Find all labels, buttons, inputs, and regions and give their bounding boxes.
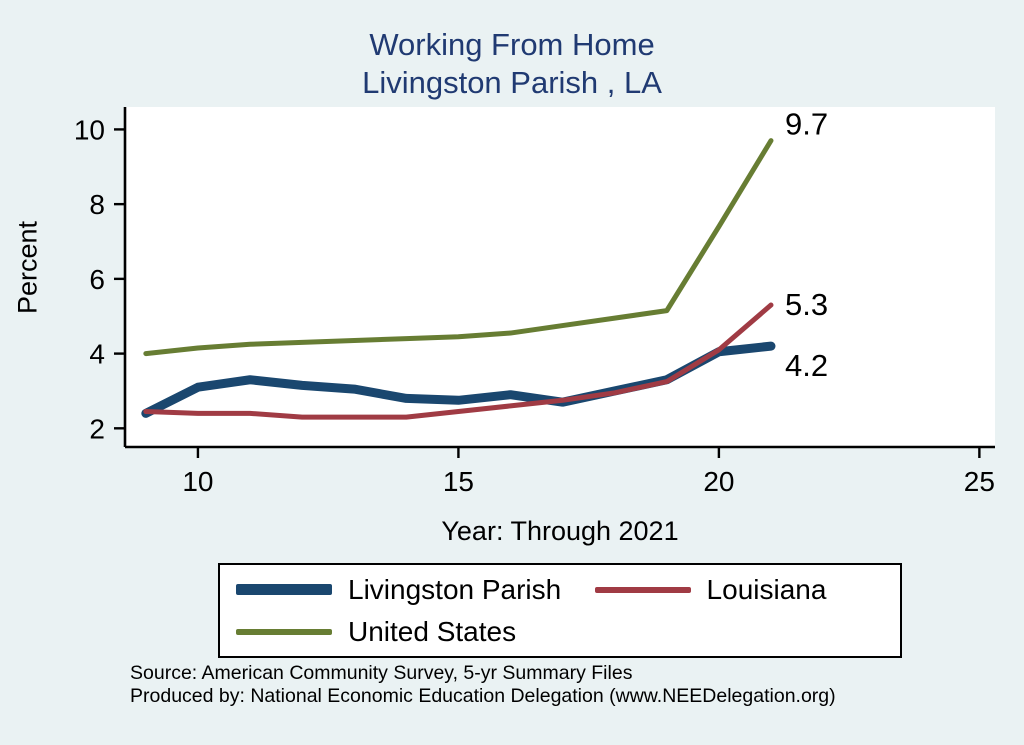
- legend-swatch-parish: [236, 584, 332, 595]
- y-tick-label: 2: [89, 413, 105, 444]
- legend-item-louisiana: Louisiana: [594, 573, 900, 606]
- x-tick-label: 15: [443, 466, 474, 497]
- x-tick-label: 10: [182, 466, 213, 497]
- y-tick-label: 8: [89, 189, 105, 220]
- end-value-label-parish: 4.2: [785, 348, 828, 383]
- legend-item-parish: Livingston Parish: [236, 574, 595, 606]
- legend-swatch-us: [236, 628, 332, 635]
- legend-label-us: United States: [348, 615, 517, 647]
- series-line-us: [143, 138, 774, 357]
- x-axis-caption: Year: Through 2021: [441, 516, 679, 546]
- chart-title: Working From Home Livingston Parish , LA: [0, 26, 1024, 102]
- x-tick-label: 25: [964, 466, 995, 497]
- legend-item-us: United States: [236, 616, 595, 648]
- chart-legend: Livingston Parish Louisiana United States: [218, 563, 902, 658]
- footer-notes: Source: American Community Survey, 5-yr …: [130, 662, 836, 709]
- legend-swatch-louisiana: [594, 586, 691, 593]
- x-tick-label: 20: [703, 466, 734, 497]
- source-line: Source: American Community Survey, 5-yr …: [130, 662, 633, 684]
- end-value-label-us: 9.7: [785, 107, 828, 142]
- y-tick-label: 4: [89, 339, 105, 370]
- plot-background: [125, 107, 995, 447]
- series-line-louisiana: [143, 302, 774, 420]
- produced-by-line: Produced by: National Economic Education…: [130, 685, 836, 708]
- y-tick-label: 10: [74, 114, 105, 145]
- y-tick-label: 6: [89, 264, 105, 295]
- chart-title-line1: Working From Home: [369, 27, 655, 62]
- legend-label-louisiana: Louisiana: [706, 573, 827, 605]
- legend-label-parish: Livingston Parish: [348, 573, 562, 605]
- chart-title-line2: Livingston Parish , LA: [362, 64, 662, 100]
- line-chart: 2 4 6 8 10 10 15 20 25 4.2 5.3 9.7: [74, 107, 995, 497]
- end-value-label-louisiana: 5.3: [785, 287, 828, 322]
